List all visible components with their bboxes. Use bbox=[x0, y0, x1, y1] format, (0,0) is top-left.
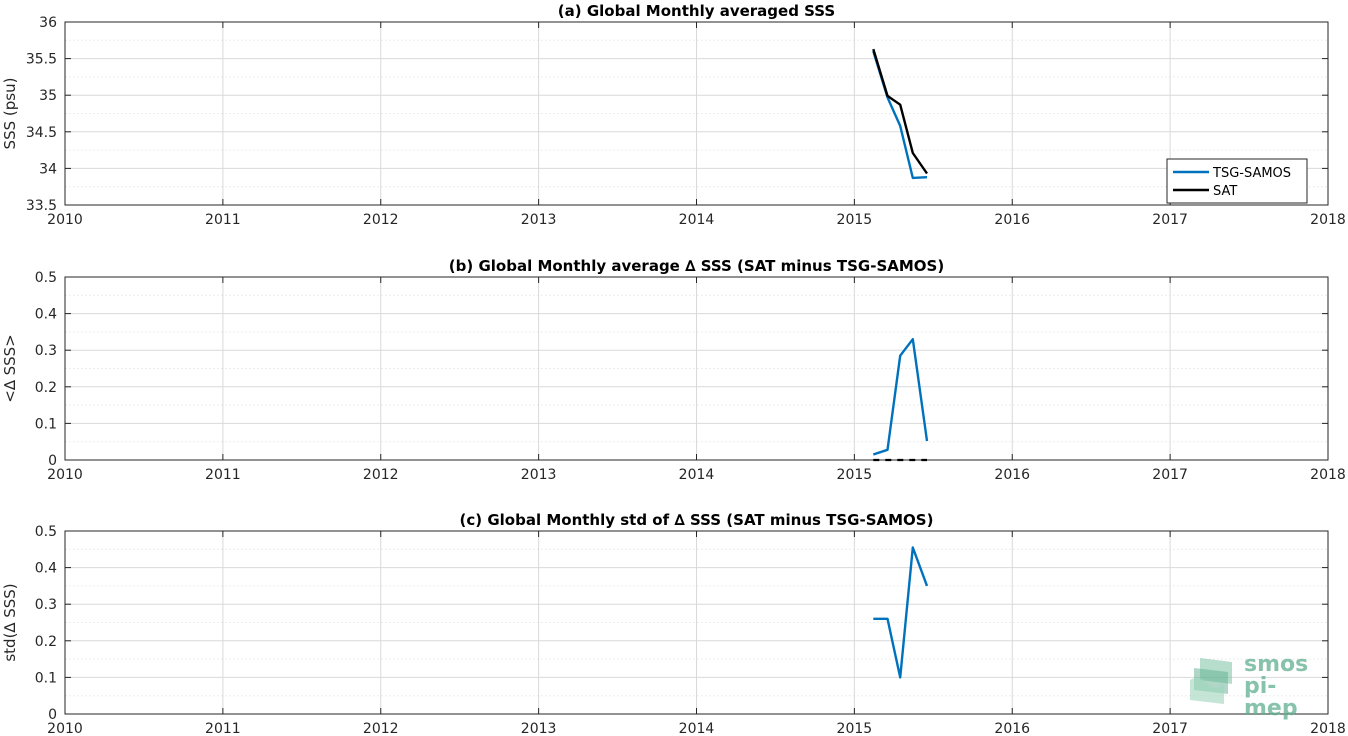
x-tick-label: 2016 bbox=[994, 467, 1030, 483]
y-tick-label: 0.4 bbox=[35, 561, 57, 577]
x-tick-label: 2013 bbox=[521, 721, 557, 736]
x-tick-label: 2014 bbox=[679, 467, 715, 483]
smos-pi-mep-logo: smos pi-mep bbox=[1188, 652, 1328, 720]
x-tick-label: 2015 bbox=[837, 212, 873, 228]
y-axis-label: std(∆ SSS) bbox=[1, 583, 19, 661]
x-tick-label: 2017 bbox=[1152, 467, 1188, 483]
x-tick-label: 2018 bbox=[1310, 721, 1346, 736]
y-tick-label: 0 bbox=[48, 707, 57, 723]
x-tick-label: 2013 bbox=[521, 212, 557, 228]
y-tick-label: 35 bbox=[39, 88, 57, 104]
x-tick-label: 2011 bbox=[205, 721, 241, 736]
x-tick-label: 2012 bbox=[363, 721, 399, 736]
x-tick-label: 2014 bbox=[679, 721, 715, 736]
x-tick-label: 2010 bbox=[47, 467, 83, 483]
chart-title: (b) Global Monthly average ∆ SSS (SAT mi… bbox=[449, 257, 944, 275]
y-tick-label: 0 bbox=[48, 453, 57, 469]
y-tick-label: 0.2 bbox=[35, 380, 57, 396]
x-tick-label: 2017 bbox=[1152, 212, 1188, 228]
x-tick-label: 2018 bbox=[1310, 212, 1346, 228]
legend-label: TSG-SAMOS bbox=[1212, 166, 1291, 181]
series-line-sat bbox=[872, 48, 928, 175]
legend-box bbox=[1166, 158, 1308, 204]
y-tick-label: 34 bbox=[39, 161, 57, 177]
x-tick-label: 2017 bbox=[1152, 721, 1188, 736]
logo-line-1: smos bbox=[1244, 652, 1309, 677]
y-tick-label: 0.1 bbox=[35, 670, 57, 686]
logo-mark-icon bbox=[1190, 658, 1232, 704]
x-tick-label: 2012 bbox=[363, 212, 399, 228]
y-axis-label: <∆ SSS> bbox=[1, 334, 19, 403]
y-tick-label: 0.3 bbox=[35, 597, 57, 613]
logo-line-2: pi-mep bbox=[1244, 674, 1298, 721]
y-tick-label: 0.4 bbox=[35, 307, 57, 323]
x-tick-label: 2013 bbox=[521, 467, 557, 483]
x-tick-label: 2015 bbox=[837, 721, 873, 736]
x-tick-label: 2012 bbox=[363, 467, 399, 483]
y-tick-label: 0.5 bbox=[35, 524, 57, 540]
legend: TSG-SAMOS SAT bbox=[1166, 158, 1308, 204]
chart-panel-3: 2010 2011 2012 2013 2014 2015 2016 2017 2018 0 0.1… bbox=[1, 511, 1346, 736]
chart-panel-2: 2010 2011 2012 2013 2014 2015 2016 2017 2018 0 0.1… bbox=[1, 257, 1346, 483]
series-line-series-1 bbox=[872, 338, 929, 456]
series-line-series-1 bbox=[873, 546, 929, 679]
y-tick-label: 34.5 bbox=[26, 125, 57, 141]
x-tick-label: 2018 bbox=[1310, 467, 1346, 483]
x-tick-label: 2016 bbox=[994, 721, 1030, 736]
x-tick-label: 2010 bbox=[47, 721, 83, 736]
chart-title: (c) Global Monthly std of ∆ SSS (SAT min… bbox=[460, 511, 934, 529]
y-axis-label: SSS (psu) bbox=[1, 78, 19, 150]
x-tick-label: 2010 bbox=[47, 212, 83, 228]
y-tick-label: 0.1 bbox=[35, 416, 57, 432]
x-tick-label: 2011 bbox=[205, 212, 241, 228]
y-tick-label: 33.5 bbox=[26, 198, 57, 214]
x-tick-label: 2016 bbox=[994, 212, 1030, 228]
x-tick-label: 2011 bbox=[205, 467, 241, 483]
series-line-tsg-samos bbox=[872, 50, 928, 180]
chart-title: (a) Global Monthly averaged SSS bbox=[558, 2, 835, 20]
y-tick-label: 35.5 bbox=[26, 52, 57, 68]
y-tick-label: 0.2 bbox=[35, 634, 57, 650]
chart-panel-1: 2010 2011 2012 2013 2014 2015 2016 2017 2018 33.5… bbox=[1, 2, 1346, 228]
y-tick-label: 0.3 bbox=[35, 343, 57, 359]
x-tick-label: 2015 bbox=[837, 467, 873, 483]
y-tick-label: 0.5 bbox=[35, 270, 57, 286]
legend-label: SAT bbox=[1213, 184, 1237, 199]
x-tick-label: 2014 bbox=[679, 212, 715, 228]
y-tick-label: 36 bbox=[39, 15, 57, 31]
